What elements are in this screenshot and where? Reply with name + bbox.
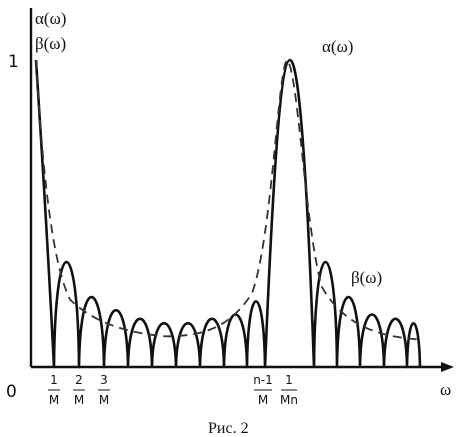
y-label-beta: β(ω) xyxy=(35,34,66,53)
x-tick-2: 2 M xyxy=(73,373,85,407)
x-tick-mn-num: 1 xyxy=(285,373,293,387)
x-tick-1: 1 M xyxy=(48,373,60,407)
x-axis-arrow xyxy=(441,362,454,372)
x-tick-2-den: M xyxy=(74,393,84,407)
x-tick-mn-den: Mn xyxy=(280,393,298,407)
y-tick-1: 1 xyxy=(8,52,19,72)
beta-envelope-curve xyxy=(35,58,419,341)
alpha-annotation: α(ω) xyxy=(322,37,353,56)
y-label-alpha: α(ω) xyxy=(35,9,66,28)
x-axis-label: ω xyxy=(440,380,451,399)
x-tick-2-num: 2 xyxy=(75,373,83,387)
beta-annotation: β(ω) xyxy=(351,268,382,287)
x-tick-1-den: M xyxy=(49,393,59,407)
alpha-curve xyxy=(34,58,422,369)
x-tick-3-num: 3 xyxy=(100,373,108,387)
x-tick-n-1-num: n-1 xyxy=(253,373,273,387)
origin-label: 0 xyxy=(6,382,17,402)
x-tick-n-1: n-1 M xyxy=(253,373,273,407)
x-tick-3: 3 M xyxy=(98,373,110,407)
x-tick-mn: 1 Mn xyxy=(280,373,298,407)
figure-caption: Рис. 2 xyxy=(208,420,249,437)
x-tick-n-1-den: M xyxy=(258,393,268,407)
x-tick-1-num: 1 xyxy=(50,373,58,387)
x-tick-3-den: M xyxy=(99,393,109,407)
